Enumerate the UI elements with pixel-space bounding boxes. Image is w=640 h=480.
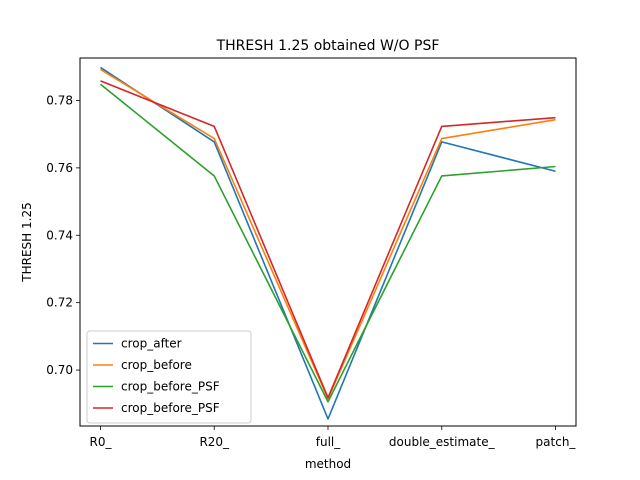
chart-title: THRESH 1.25 obtained W/O PSF: [216, 38, 440, 54]
x-axis: R0_ R20_ full_ double_estimate_ patch_: [90, 426, 577, 449]
legend-entry: crop_before_PSF: [121, 401, 220, 415]
legend-entry: crop_before: [121, 358, 192, 372]
series-line-0: [100, 66, 556, 420]
legend-entry: crop_after: [121, 337, 182, 351]
y-axis: 0.70 0.72 0.74 0.76 0.78: [46, 93, 80, 377]
series-line-2: [99, 83, 556, 403]
y-tick-label: 0.74: [46, 228, 73, 242]
y-tick-label: 0.78: [46, 93, 73, 107]
y-tick-label: 0.76: [46, 161, 73, 175]
series-line-3: [100, 80, 556, 399]
x-tick-label: double_estimate_: [389, 435, 496, 449]
x-tick-label: R0_: [90, 435, 113, 449]
y-tick-label: 0.70: [46, 363, 73, 377]
x-tick-label: R20_: [199, 435, 230, 449]
legend: crop_aftercrop_beforecrop_before_PSFcrop…: [86, 330, 252, 424]
x-tick-label: full_: [316, 435, 341, 449]
x-tick-label: patch_: [536, 435, 577, 449]
legend-box: [86, 330, 252, 424]
y-tick-label: 0.72: [46, 296, 73, 310]
x-axis-label: method: [305, 457, 351, 471]
plot-area: [99, 66, 556, 420]
legend-entry: crop_before_PSF: [121, 380, 220, 394]
series-line-1: [100, 68, 556, 400]
y-axis-label: THRESH 1.25: [20, 202, 34, 282]
